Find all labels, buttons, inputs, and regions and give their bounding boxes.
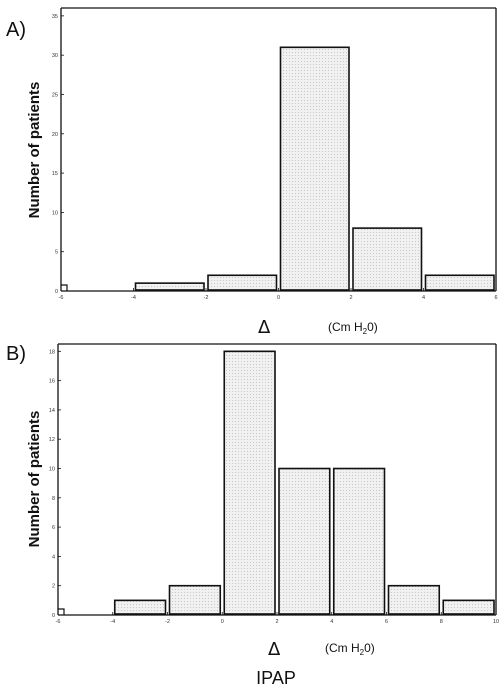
panel-a-x-tick-label: 6 [494, 295, 497, 301]
panel-b-y-tick-label: 18 [49, 349, 55, 355]
panel-b-x-tick-label: 0 [221, 619, 224, 625]
panel-a-bar [207, 274, 278, 291]
panel-b-bar [278, 467, 331, 615]
panel-b-letter: B) [6, 343, 26, 365]
panel-b-y-tick-label: 6 [52, 525, 55, 531]
panel-b-bar [387, 584, 441, 615]
panel-a-x-tick-label: 4 [422, 295, 425, 301]
panel-b-x-tick-label: 6 [385, 619, 388, 625]
panel-b-bar [442, 599, 495, 615]
panel-b-y-tick-label: 0 [52, 613, 55, 619]
panel-b-y-tick-label: 10 [49, 467, 55, 473]
panel-a-x-axis-symbol: Δ [258, 317, 271, 338]
panel-a-letter: A) [6, 19, 26, 41]
panel-b-y-tick-label: 14 [49, 408, 55, 414]
panel-b-x-tick-label: 10 [493, 619, 499, 625]
panel-a-y-tick-label: 35 [52, 14, 58, 20]
panel-b-x-tick-label: 2 [275, 619, 278, 625]
panel-a-y-tick-label: 25 [52, 92, 58, 98]
panel-a-origin-bracket [61, 284, 68, 291]
panel-b-y-tick-label: 4 [52, 554, 55, 560]
panel-a-y-tick-label: 30 [52, 53, 58, 59]
panel-b-y-tick-label: 2 [52, 584, 55, 590]
panel-a-x-tick-label: -6 [59, 295, 64, 301]
figure-caption: IPAP [256, 668, 296, 688]
panel-b-y-tick-label: 8 [52, 496, 55, 502]
panel-a-y-tick-label: 0 [55, 289, 58, 295]
panel-a-y-tick-label: 20 [52, 132, 58, 138]
panel-b-x-tick-label: -6 [56, 619, 61, 625]
panel-a-x-tick-label: 0 [277, 295, 280, 301]
panel-b-y-tick-label: 12 [49, 437, 55, 443]
panel-a-bar [279, 46, 350, 291]
panel-a-bar [424, 274, 495, 291]
panel-b-x-tick-label: 4 [330, 619, 333, 625]
panel-b-plot-area: 0 2 4 6 8 10 12 14 16 18 -6 -4 -2 0 2 4 6 8 10 [49, 343, 499, 625]
panel-b-y-tick-label: 16 [49, 379, 55, 385]
panel-a-x-tick-label: 2 [349, 295, 352, 301]
panel-a-x-tick-label: -4 [131, 295, 136, 301]
panel-b-x-axis-symbol: Δ [268, 639, 281, 660]
panel-b-bar [332, 467, 386, 615]
panel-a-y-tick-label: 10 [52, 210, 58, 216]
panel-b-y-axis-label: Number of patients [26, 411, 43, 548]
panel-b-origin-bracket [58, 608, 65, 615]
panel-b-x-axis-unit: (Cm H20) [325, 641, 375, 657]
panel-a-x-axis-unit: (Cm H20) [328, 320, 378, 336]
panel-b-bar [168, 584, 222, 615]
panel-a-bar [352, 227, 423, 291]
panel-b-x-tick-label: -2 [165, 619, 170, 625]
panel-a-plot-area: 0 5 10 15 20 25 30 35 -6 -4 -2 0 2 4 6 [52, 7, 498, 301]
panel-a-x-tick-label: -2 [204, 295, 209, 301]
panel-b: B) Number of patients 0 2 4 6 8 10 12 14 16 18 -6 -… [6, 343, 499, 660]
panel-b-bar [223, 350, 276, 615]
panel-a-y-axis-label: Number of patients [26, 82, 43, 219]
panel-a-bar [134, 282, 205, 291]
panel-b-x-tick-label: 8 [440, 619, 443, 625]
panel-b-bar [113, 599, 167, 615]
panel-a-y-tick-label: 5 [55, 250, 58, 256]
panel-a-y-tick-label: 15 [52, 171, 58, 177]
panel-b-x-tick-label: -4 [110, 619, 115, 625]
